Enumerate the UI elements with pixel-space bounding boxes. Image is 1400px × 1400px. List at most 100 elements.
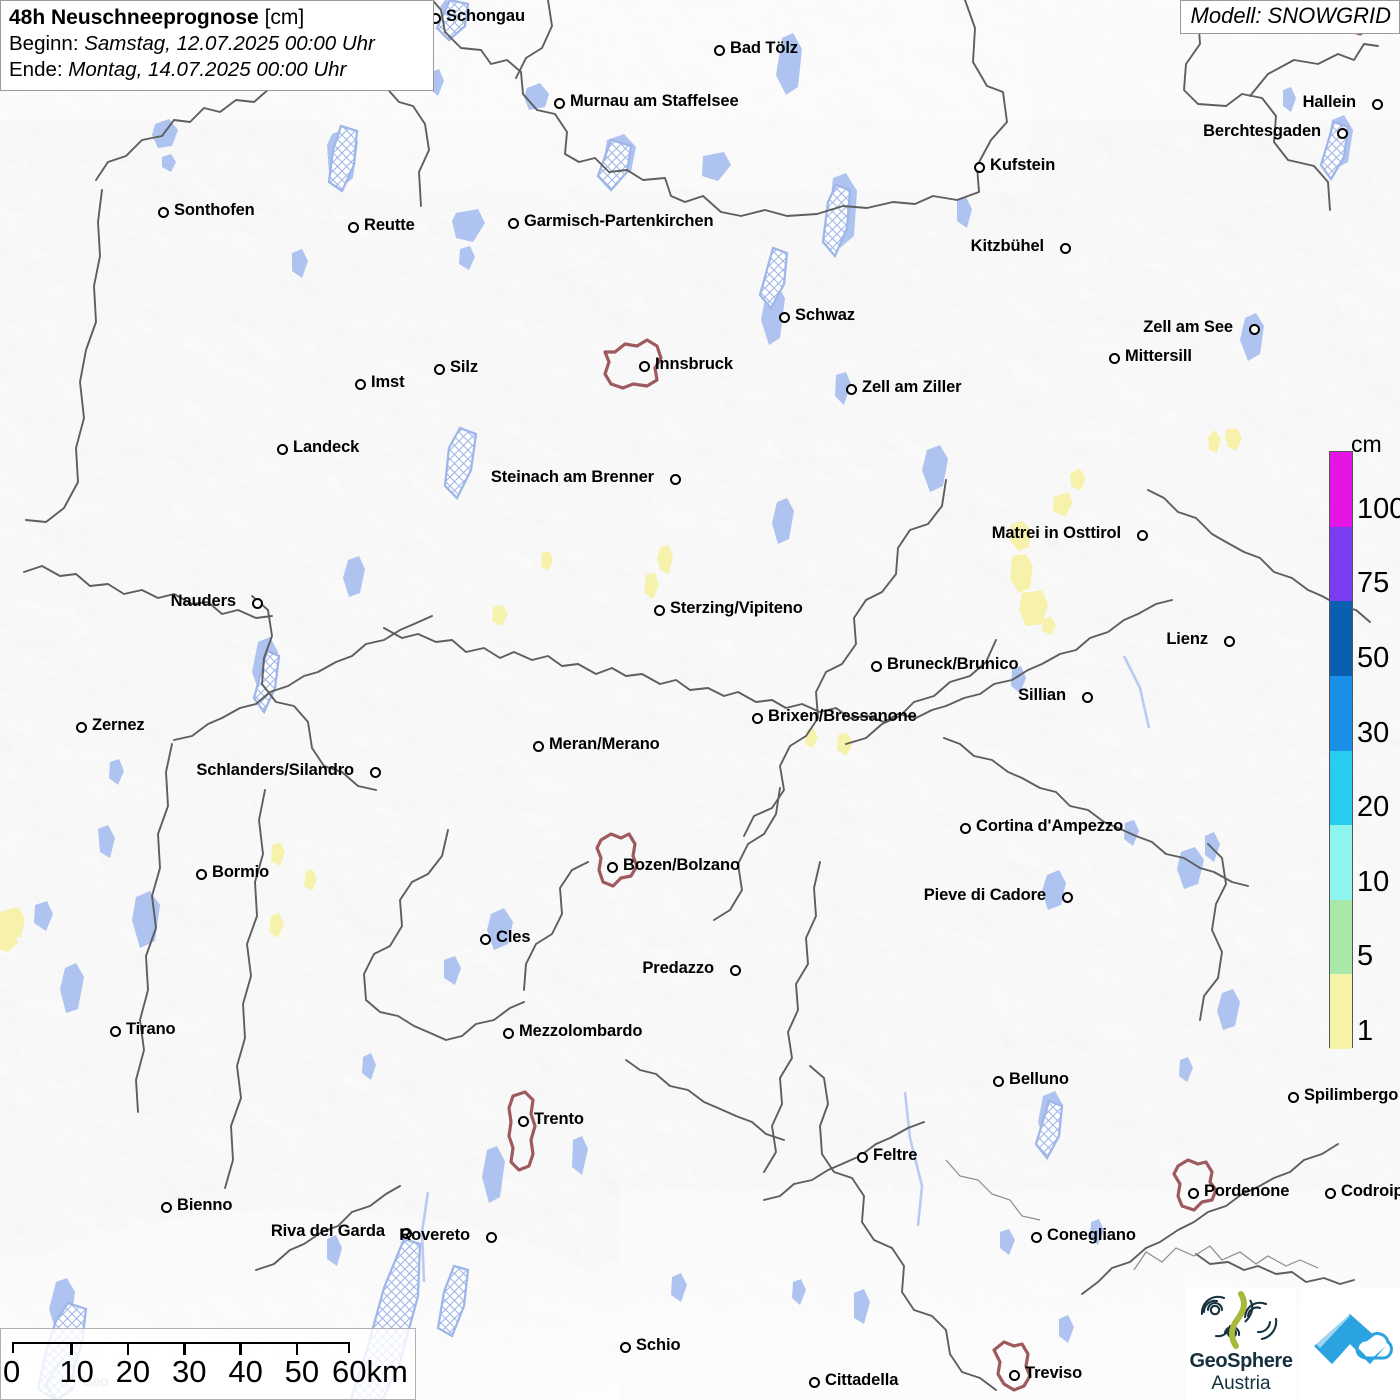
city-label: Brixen/Bressanone	[768, 707, 917, 725]
forecast-end-line: Ende: Montag, 14.07.2025 00:00 Uhr	[9, 57, 423, 83]
scale-tick-mark	[239, 1344, 242, 1355]
city-label: Spilimbergo	[1304, 1086, 1399, 1104]
colorbar-band	[1330, 825, 1352, 900]
city-label: Zell am Ziller	[862, 378, 962, 396]
city-label: Nauders	[170, 592, 236, 610]
city-label: Bruneck/Brunico	[887, 655, 1019, 673]
colorbar-band	[1330, 601, 1352, 676]
forecast-title-box: 48h Neuschneeprognose [cm] Beginn: Samst…	[0, 0, 434, 92]
city-label: Kufstein	[990, 156, 1056, 174]
city-dot-icon	[1288, 1092, 1299, 1103]
city-dot-icon	[730, 965, 741, 976]
scale-tick-label: 40	[228, 1354, 263, 1389]
snow-depth-colorbar: cm 100 75 50 30 20 10 5 1	[1329, 431, 1400, 1051]
scale-tick-label: 30	[172, 1354, 207, 1389]
colorbar-tick: 30	[1357, 716, 1390, 749]
scale-tick-mark	[295, 1344, 299, 1355]
city-dot-icon	[1325, 1188, 1336, 1199]
city-dot-icon	[1031, 1232, 1042, 1243]
city-dot-icon	[1062, 892, 1073, 903]
city-dot-icon	[348, 222, 359, 233]
city-label: Reutte	[364, 216, 415, 234]
scale-rule	[12, 1342, 350, 1355]
city-label: Meran/Merano	[549, 735, 660, 753]
city-label: Bozen/Bolzano	[623, 856, 740, 874]
city-dot-icon	[486, 1232, 497, 1243]
city-dot-icon	[607, 862, 618, 873]
colorbar-band	[1330, 526, 1352, 602]
city-label: Conegliano	[1047, 1226, 1136, 1244]
city-label: Feltre	[873, 1146, 918, 1164]
scale-tick-mark	[126, 1344, 130, 1355]
city-dot-icon	[252, 598, 263, 609]
colorbar-band	[1330, 750, 1352, 826]
city-label: Pieve di Cadore	[923, 886, 1046, 904]
city-dot-icon	[401, 1228, 412, 1239]
geosphere-austria-logo: GeoSphere Austria	[1186, 1288, 1296, 1400]
city-label: Treviso	[1025, 1364, 1083, 1382]
city-label: Codroipo	[1341, 1182, 1400, 1200]
geosphere-swirl-icon	[1200, 1291, 1278, 1349]
city-label: Sonthofen	[174, 201, 255, 219]
city-dot-icon	[503, 1028, 514, 1039]
begin-value: Samstag, 12.07.2025 00:00 Uhr	[84, 31, 375, 55]
city-label: Cittadella	[825, 1371, 899, 1389]
city-label: Trento	[534, 1110, 584, 1128]
colorbar-gradient	[1329, 451, 1353, 1049]
city-dot-icon	[76, 722, 87, 733]
city-label: Zernez	[92, 716, 145, 734]
city-dot-icon	[196, 869, 207, 880]
colorbar-tick: 100	[1357, 492, 1400, 525]
city-label: Cortina d'Ampezzo	[976, 817, 1124, 835]
colorbar-band	[1330, 675, 1352, 751]
city-dot-icon	[1082, 692, 1093, 703]
city-label: Murnau am Staffelsee	[570, 92, 739, 110]
end-value: Montag, 14.07.2025 00:00 Uhr	[68, 57, 347, 81]
city-label: Bienno	[177, 1196, 233, 1214]
city-label: Berchtesgaden	[1203, 122, 1321, 140]
title-heading-line: 48h Neuschneeprognose [cm]	[9, 5, 423, 31]
colorbar-tick: 5	[1357, 940, 1374, 973]
city-dot-icon	[480, 934, 491, 945]
city-dot-icon	[974, 162, 985, 173]
city-dot-icon	[434, 364, 445, 375]
colorbar-band	[1330, 974, 1352, 1049]
city-label: Schwaz	[795, 306, 855, 324]
city-label: Belluno	[1009, 1070, 1069, 1088]
city-label: Lienz	[1166, 630, 1208, 648]
colorbar-band	[1330, 899, 1352, 975]
city-dot-icon	[846, 384, 857, 395]
city-label: Mittersill	[1125, 347, 1192, 365]
city-dot-icon	[779, 312, 790, 323]
city-label: Cles	[496, 928, 531, 946]
colorbar-tick: 50	[1357, 641, 1390, 674]
city-dot-icon	[1109, 353, 1120, 364]
city-dot-icon	[857, 1152, 868, 1163]
city-dot-icon	[277, 444, 288, 455]
model-label-box: Modell: SNOWGRID	[1179, 0, 1400, 34]
city-dot-icon	[1137, 530, 1148, 541]
city-label: Schio	[636, 1336, 681, 1354]
scale-tick-label: 50	[284, 1354, 320, 1389]
city-dot-icon	[1224, 636, 1235, 647]
city-dot-icon	[654, 605, 665, 616]
map-scale-bar: 0 10 20 30 40 50 60km	[0, 1328, 416, 1400]
scale-tick-mark	[183, 1344, 186, 1355]
city-label: Mezzolombardo	[519, 1022, 643, 1040]
colorbar-tick: 1	[1357, 1015, 1374, 1047]
city-dot-icon	[714, 45, 725, 56]
scale-tick-mark	[70, 1344, 73, 1355]
begin-label: Beginn:	[9, 31, 79, 55]
title-heading: 48h Neuschneeprognose	[9, 6, 259, 29]
city-dot-icon	[355, 379, 366, 390]
city-dot-icon	[110, 1026, 121, 1037]
city-label: Bad Tölz	[730, 39, 798, 57]
title-unit: [cm]	[264, 6, 305, 29]
city-label: Bormio	[212, 863, 270, 881]
colorbar-tick: 20	[1357, 791, 1390, 824]
city-dot-icon	[1188, 1188, 1199, 1199]
city-label: Tirano	[126, 1020, 176, 1038]
